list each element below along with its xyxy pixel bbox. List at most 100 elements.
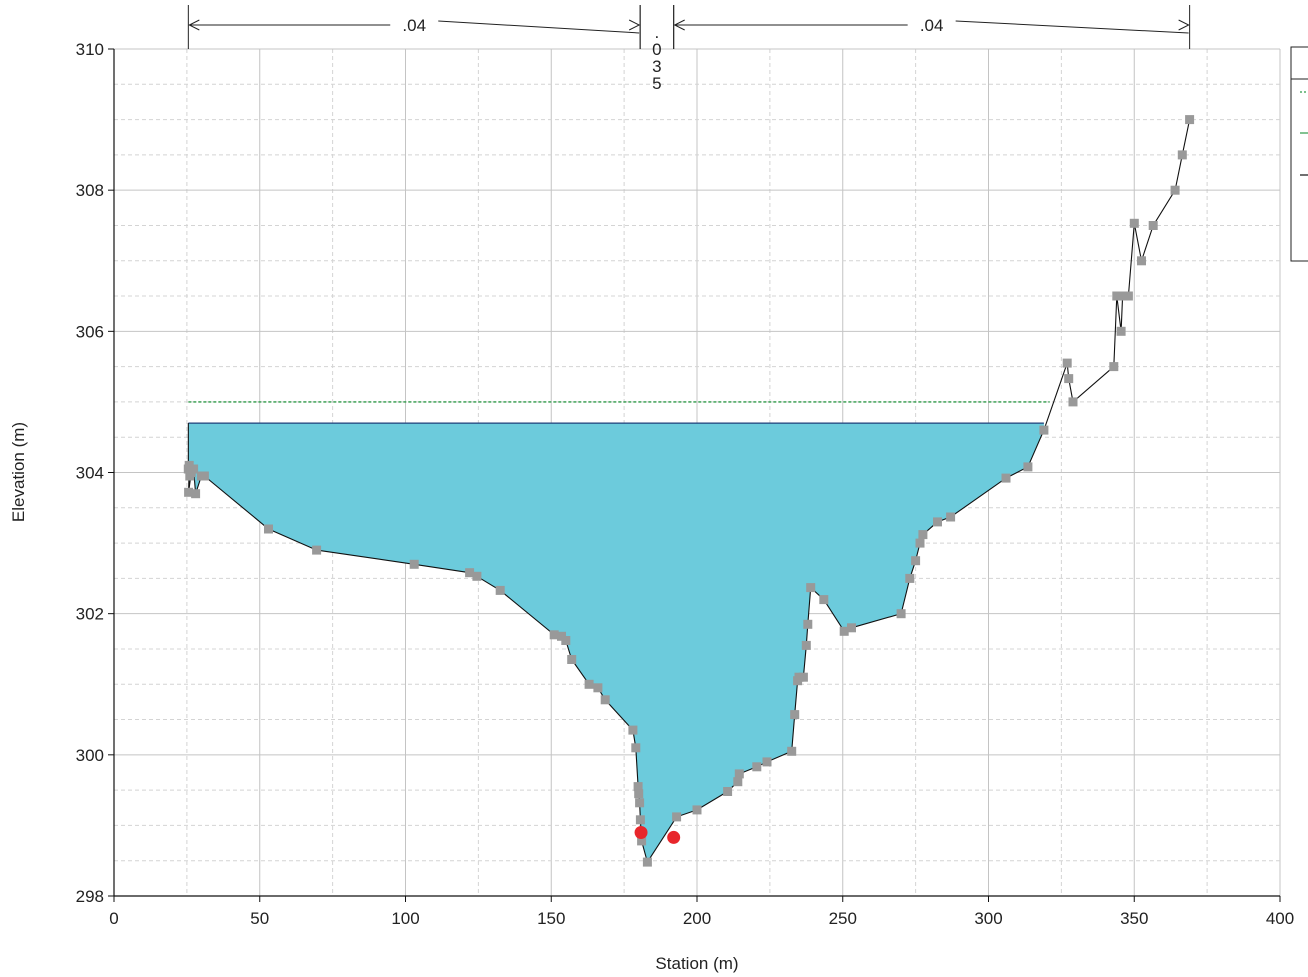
ground-point — [593, 683, 603, 693]
ground-point — [631, 743, 641, 753]
legend-box — [1290, 46, 1308, 262]
ground-point — [801, 640, 811, 650]
ground-point — [584, 679, 594, 689]
y-tick-label: 308 — [76, 181, 104, 200]
y-tick-label: 304 — [76, 464, 104, 483]
ground-point — [798, 672, 808, 682]
ground-point — [472, 571, 482, 581]
ground-point — [911, 556, 921, 566]
ground-point — [199, 471, 209, 481]
legend — [1290, 46, 1308, 262]
ground-point — [628, 725, 638, 735]
manning-n-label: .04 — [920, 16, 944, 35]
manning-arrowhead-left — [673, 19, 685, 31]
manning-arrowhead-left — [188, 19, 200, 31]
ground-point — [567, 655, 577, 664]
manning-n-label: .04 — [402, 16, 426, 35]
manning-arrowhead-right — [1178, 19, 1190, 31]
x-tick-label: 0 — [109, 909, 118, 928]
x-tick-label: 200 — [683, 909, 711, 928]
manning-arrow-right — [438, 20, 640, 34]
ground-point — [1185, 115, 1195, 125]
ground-point — [1039, 425, 1049, 435]
ground-point — [896, 609, 906, 619]
ground-point — [752, 762, 762, 772]
x-tick-label: 50 — [250, 909, 269, 928]
ground-point — [633, 782, 643, 792]
y-tick-label: 302 — [76, 605, 104, 624]
y-axis-title: Elevation (m) — [9, 422, 28, 522]
manning-n-char: 5 — [652, 74, 661, 93]
ground-point — [933, 517, 942, 527]
x-tick-label: 300 — [974, 909, 1002, 928]
ground-point — [635, 798, 645, 808]
ground-point — [847, 623, 856, 633]
ground-point — [635, 815, 645, 825]
y-tick-label: 310 — [76, 40, 104, 59]
ground-point — [915, 538, 925, 548]
ground-point — [191, 489, 201, 499]
axes — [108, 48, 1281, 902]
ground-point — [1123, 291, 1133, 301]
ground-point — [637, 836, 647, 846]
ground-point — [790, 710, 800, 720]
ground-point — [918, 530, 928, 540]
ground-point — [1170, 185, 1180, 195]
x-tick-label: 100 — [391, 909, 419, 928]
ground-point — [1129, 218, 1139, 228]
ground-profile — [183, 115, 1195, 867]
ground-point — [184, 487, 194, 497]
water-fill — [188, 423, 1044, 863]
ground-point — [495, 585, 505, 595]
ground-point — [692, 805, 702, 815]
manning-n-annotations: .04. 0 3 5.04 — [187, 5, 1191, 93]
ground-point — [1001, 473, 1011, 483]
x-tick-labels: 0 50 100 150 200 250 300 350 400 — [109, 909, 1294, 928]
y-tick-labels: 298 300 302 304 306 308 310 — [76, 40, 104, 906]
ground-point — [312, 545, 322, 555]
ground-point — [1148, 221, 1158, 230]
ground-point — [1064, 374, 1074, 384]
x-axis-title: Station (m) — [655, 954, 738, 973]
manning-n-char: 0 — [652, 40, 661, 59]
ground-point — [1068, 397, 1078, 407]
ground-point — [762, 757, 772, 767]
ground-point — [733, 777, 743, 787]
ground-point — [264, 524, 273, 534]
ground-point — [1062, 358, 1072, 368]
ground-point — [1109, 362, 1119, 372]
ground-point — [723, 787, 733, 796]
ground-point — [1177, 150, 1187, 160]
ground-point — [1137, 256, 1146, 266]
ground-point — [819, 595, 829, 605]
ground-point — [734, 769, 744, 779]
manning-arrow-right — [955, 20, 1189, 34]
manning-n-char: . — [655, 23, 660, 42]
ground-point — [905, 573, 915, 583]
ground-point — [600, 695, 610, 705]
y-tick-label: 300 — [76, 746, 104, 765]
ground-point — [946, 512, 956, 522]
x-tick-label: 400 — [1266, 909, 1294, 928]
x-tick-label: 250 — [829, 909, 857, 928]
x-tick-label: 150 — [537, 909, 565, 928]
bank-station-marker — [667, 830, 681, 844]
ground-point — [1023, 462, 1033, 472]
ground-point — [839, 626, 849, 636]
ground-point — [634, 789, 644, 799]
ground-point — [642, 857, 652, 867]
ground-point — [1116, 326, 1126, 336]
manning-arrowhead-right — [628, 19, 641, 31]
manning-n-char: 3 — [652, 57, 661, 76]
bank-station-marker — [634, 825, 648, 839]
bank-stations — [634, 825, 681, 844]
y-tick-label: 306 — [76, 322, 104, 341]
ground-point — [787, 746, 797, 756]
y-tick-label: 298 — [76, 887, 104, 906]
ground-point — [561, 636, 571, 645]
ground-point — [1112, 291, 1122, 301]
ground-point — [465, 568, 475, 578]
ground-point — [672, 812, 682, 822]
